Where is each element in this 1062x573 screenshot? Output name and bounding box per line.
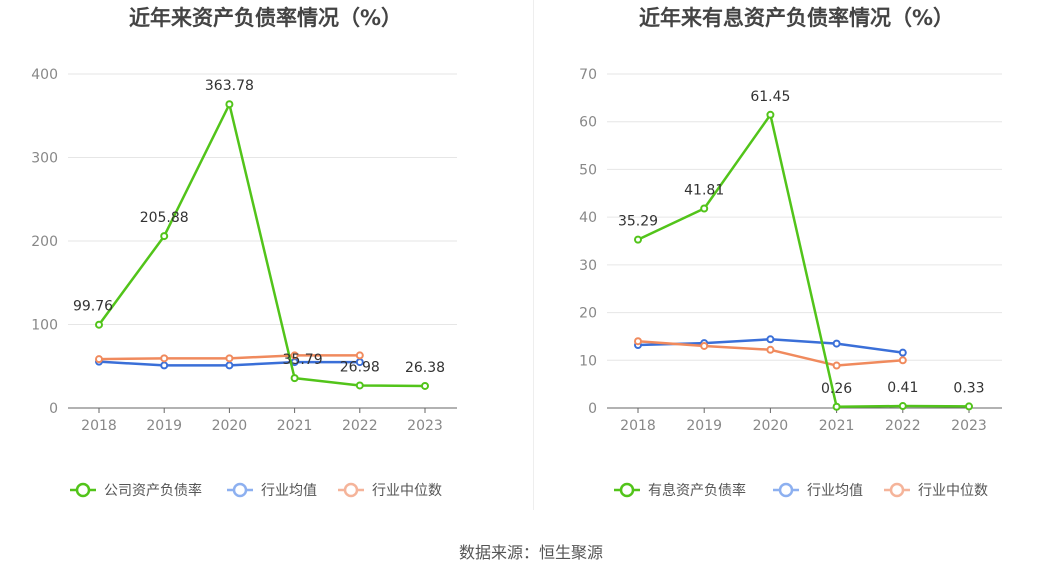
- data-point-company: [160, 232, 169, 241]
- legend-item: 行业均值: [773, 482, 863, 499]
- y-tick-label: 0: [49, 401, 58, 417]
- legend-label: 有息资产负债率: [648, 482, 746, 499]
- data-label: 99.76: [73, 299, 113, 315]
- panel-divider: [533, 0, 534, 510]
- x-tick-label: 2018: [620, 418, 656, 434]
- x-tick-label: 2023: [951, 418, 987, 434]
- legend-item: 公司资产负债率: [70, 482, 202, 499]
- x-tick-label: 2018: [81, 418, 117, 434]
- data-label: 26.98: [340, 359, 380, 375]
- series-line-company: [97, 102, 426, 388]
- legend-label: 行业中位数: [372, 483, 442, 499]
- legend-marker-icon: [778, 482, 794, 498]
- data-point-industry_median: [290, 351, 299, 360]
- data-label: 205.88: [140, 210, 189, 226]
- data-point-industry_avg: [898, 348, 907, 357]
- data-point-company: [355, 381, 364, 390]
- data-point-industry_median: [160, 354, 169, 363]
- data-label: 0.41: [887, 380, 918, 396]
- y-tick-label: 70: [579, 67, 597, 83]
- chart-title: 近年来资产负债率情况（%）: [128, 6, 403, 30]
- data-point-industry_median: [898, 356, 907, 365]
- legend-item: 行业中位数: [884, 482, 988, 499]
- data-point-company: [700, 204, 709, 213]
- data-point-industry_avg: [160, 361, 169, 370]
- asset-liability-plot: 0 100 200 300 400 2018 2019 2020 2021 2022 2023 99.…: [31, 67, 457, 499]
- y-tick-label: 400: [31, 67, 58, 83]
- x-tick-label: 2023: [407, 418, 443, 434]
- data-point-industry_avg: [766, 335, 775, 344]
- data-point-company: [290, 374, 299, 383]
- data-label: 41.81: [684, 183, 724, 199]
- data-label: 61.45: [750, 89, 790, 105]
- x-tick-label: 2021: [277, 418, 313, 434]
- data-label: 35.79: [283, 352, 323, 368]
- legend-marker-icon: [619, 482, 635, 498]
- legend-item: 有息资产负债率: [614, 482, 746, 499]
- y-tick-label: 20: [579, 306, 597, 322]
- interest-bearing-liability-chart: 近年来有息资产负债率情况（%） 0 10 20 30 40 50 60 70 2018 2019 2…: [531, 0, 1062, 520]
- legend-label: 公司资产负债率: [104, 482, 202, 499]
- y-tick-label: 30: [579, 258, 597, 274]
- y-tick-label: 300: [31, 151, 58, 167]
- data-point-industry_median: [95, 355, 103, 364]
- x-tick-label: 2019: [146, 418, 182, 434]
- y-tick-label: 10: [579, 353, 597, 369]
- data-point-company: [766, 110, 775, 119]
- interest-bearing-plot: 0 10 20 30 40 50 60 70 2018 2019 2020 2021 2022 2023 3…: [579, 67, 1002, 499]
- data-source-label: 数据来源：恒生聚源: [458, 543, 603, 562]
- data-point-company: [634, 235, 642, 244]
- data-point-industry_median: [832, 361, 841, 370]
- legend-marker-icon: [889, 482, 905, 498]
- data-point-industry_median: [634, 337, 642, 346]
- data-point-company: [898, 402, 907, 411]
- legend-item: 行业中位数: [338, 482, 442, 499]
- data-point-company: [832, 402, 841, 411]
- x-tick-label: 2022: [885, 418, 921, 434]
- data-point-company: [95, 320, 103, 329]
- data-point-company: [421, 381, 429, 390]
- data-label: 26.38: [405, 360, 445, 376]
- data-point-industry_median: [355, 351, 364, 360]
- y-tick-label: 50: [579, 162, 597, 178]
- y-tick-label: 100: [31, 318, 58, 334]
- data-label: 35.29: [618, 214, 658, 230]
- data-point-industry_median: [225, 354, 234, 363]
- data-point-industry_median: [700, 341, 709, 350]
- x-tick-label: 2020: [212, 418, 248, 434]
- legend-marker-icon: [343, 482, 359, 498]
- x-tick-label: 2019: [686, 418, 722, 434]
- data-label: 0.26: [821, 381, 852, 397]
- y-tick-label: 60: [579, 115, 597, 131]
- data-point-company: [965, 402, 973, 411]
- data-point-company: [225, 100, 234, 109]
- data-label: 363.78: [205, 78, 254, 94]
- legend-label: 行业均值: [261, 483, 317, 499]
- legend-marker-icon: [75, 482, 91, 498]
- data-point-industry_median: [766, 345, 775, 354]
- data-point-industry_avg: [832, 339, 841, 348]
- x-tick-label: 2022: [342, 418, 378, 434]
- y-tick-label: 200: [31, 234, 58, 250]
- series-line-company: [637, 113, 970, 409]
- x-tick-label: 2021: [819, 418, 855, 434]
- y-tick-label: 40: [579, 210, 597, 226]
- asset-liability-chart: 近年来资产负债率情况（%） 0 100 200 300 400 2018 2019 2020 2…: [0, 0, 531, 520]
- legend-label: 行业中位数: [918, 483, 988, 499]
- legend-item: 行业均值: [227, 482, 317, 499]
- legend-label: 行业均值: [807, 483, 863, 499]
- x-tick-label: 2020: [753, 418, 789, 434]
- chart-title: 近年来有息资产负债率情况（%）: [638, 6, 955, 30]
- data-point-industry_avg: [225, 361, 234, 370]
- legend-marker-icon: [232, 482, 248, 498]
- y-tick-label: 0: [588, 401, 597, 417]
- data-label: 0.33: [953, 380, 984, 396]
